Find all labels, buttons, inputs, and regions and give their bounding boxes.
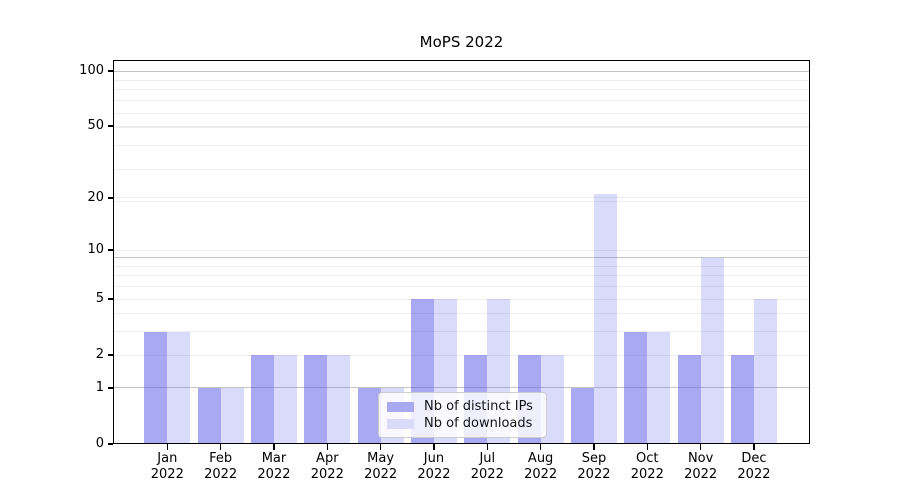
x-tick-label: Sep 2022 xyxy=(577,451,611,482)
x-tick-label: May 2022 xyxy=(364,451,398,482)
bar-distinct-ips-sep xyxy=(570,387,594,444)
gridline-minor xyxy=(113,201,810,203)
gridline-minor xyxy=(113,89,810,91)
x-tick-mark xyxy=(646,444,649,450)
y-tick-mark xyxy=(108,249,113,251)
gridline-minor xyxy=(113,197,810,199)
gridline-minor xyxy=(113,298,810,300)
x-tick-mark xyxy=(699,444,702,450)
legend-label-distinct-ips: Nb of distinct IPs xyxy=(424,399,533,414)
gridline-minor xyxy=(113,79,810,81)
x-tick-label: Nov 2022 xyxy=(684,451,718,482)
gridline-minor xyxy=(113,145,810,147)
bar-distinct-ips-jan xyxy=(144,331,168,444)
x-tick-mark xyxy=(219,444,222,450)
bar-downloads-sep xyxy=(593,194,617,444)
y-tick-label: 1 xyxy=(95,379,104,395)
x-tick-label: Apr 2022 xyxy=(310,451,344,482)
gridline-minor xyxy=(113,331,810,333)
x-tick-label: Jul 2022 xyxy=(470,451,504,482)
y-tick-mark xyxy=(108,125,113,127)
gridline-minor xyxy=(113,249,810,251)
x-tick-mark xyxy=(433,444,435,450)
bar-downloads-mar xyxy=(273,355,297,444)
bar-distinct-ips-oct xyxy=(624,331,648,444)
x-tick-mark xyxy=(486,444,489,450)
gridline-minor xyxy=(113,168,810,170)
x-tick-mark xyxy=(273,444,275,450)
gridline-major xyxy=(113,71,810,73)
legend-swatch-downloads-icon xyxy=(387,418,414,429)
gridline-minor xyxy=(113,265,810,267)
gridline-minor xyxy=(113,125,810,127)
y-tick-label: 2 xyxy=(95,347,104,363)
y-tick-label: 100 xyxy=(79,63,104,78)
chart-title: MoPS 2022 xyxy=(419,33,504,51)
bar-distinct-ips-feb xyxy=(197,387,221,444)
x-tick-label: Feb 2022 xyxy=(204,451,238,482)
bar-downloads-apr xyxy=(327,355,351,444)
x-tick-mark xyxy=(326,444,329,450)
y-tick-mark xyxy=(108,197,113,199)
y-tick-mark xyxy=(108,387,113,389)
y-tick-label: 50 xyxy=(87,118,104,134)
y-tick-label: 5 xyxy=(95,291,104,307)
gridline-minor xyxy=(113,127,810,129)
gridline-minor xyxy=(113,112,810,114)
legend-entry-downloads: Nb of downloads xyxy=(387,415,538,432)
x-tick-label: Dec 2022 xyxy=(737,451,771,482)
y-tick-label: 0 xyxy=(95,436,104,451)
gridline-minor xyxy=(113,100,810,102)
gridline-major xyxy=(113,257,810,259)
x-tick-label: Jan 2022 xyxy=(150,451,184,482)
plot-area: Nb of distinct IPs Nb of downloads xyxy=(113,60,810,444)
bar-distinct-ips-apr xyxy=(304,355,328,444)
bar-downloads-nov xyxy=(700,257,724,444)
gridline-minor xyxy=(113,275,810,277)
y-tick-mark xyxy=(108,443,113,445)
legend-swatch-distinct-ips-icon xyxy=(387,401,414,412)
x-tick-label: Aug 2022 xyxy=(524,451,558,482)
bar-distinct-ips-dec xyxy=(730,355,754,444)
x-tick-label: Mar 2022 xyxy=(257,451,291,482)
bar-downloads-jan xyxy=(167,331,191,444)
y-tick-mark xyxy=(108,354,113,356)
gridline-minor xyxy=(113,313,810,315)
bar-downloads-oct xyxy=(647,331,671,444)
bar-distinct-ips-nov xyxy=(677,355,701,444)
x-tick-mark xyxy=(379,444,382,450)
bar-downloads-feb xyxy=(220,387,244,444)
legend-entry-distinct-ips: Nb of distinct IPs xyxy=(387,398,538,415)
x-tick-mark xyxy=(753,444,755,450)
legend-label-downloads: Nb of downloads xyxy=(424,416,533,431)
x-tick-label: Jun 2022 xyxy=(417,451,451,482)
gridline-minor xyxy=(113,354,810,356)
bar-distinct-ips-may xyxy=(357,387,381,444)
x-tick-label: Oct 2022 xyxy=(630,451,664,482)
y-tick-label: 10 xyxy=(87,242,104,258)
y-tick-mark xyxy=(108,70,113,72)
x-tick-mark xyxy=(593,444,595,450)
y-tick-mark xyxy=(108,298,113,300)
x-tick-mark xyxy=(166,444,169,450)
gridline-major xyxy=(113,387,810,389)
x-tick-mark xyxy=(539,444,542,450)
bar-downloads-dec xyxy=(753,299,777,444)
gridline-minor xyxy=(113,286,810,288)
legend: Nb of distinct IPs Nb of downloads xyxy=(378,392,547,438)
bar-distinct-ips-mar xyxy=(250,355,274,444)
y-tick-label: 20 xyxy=(87,189,104,205)
